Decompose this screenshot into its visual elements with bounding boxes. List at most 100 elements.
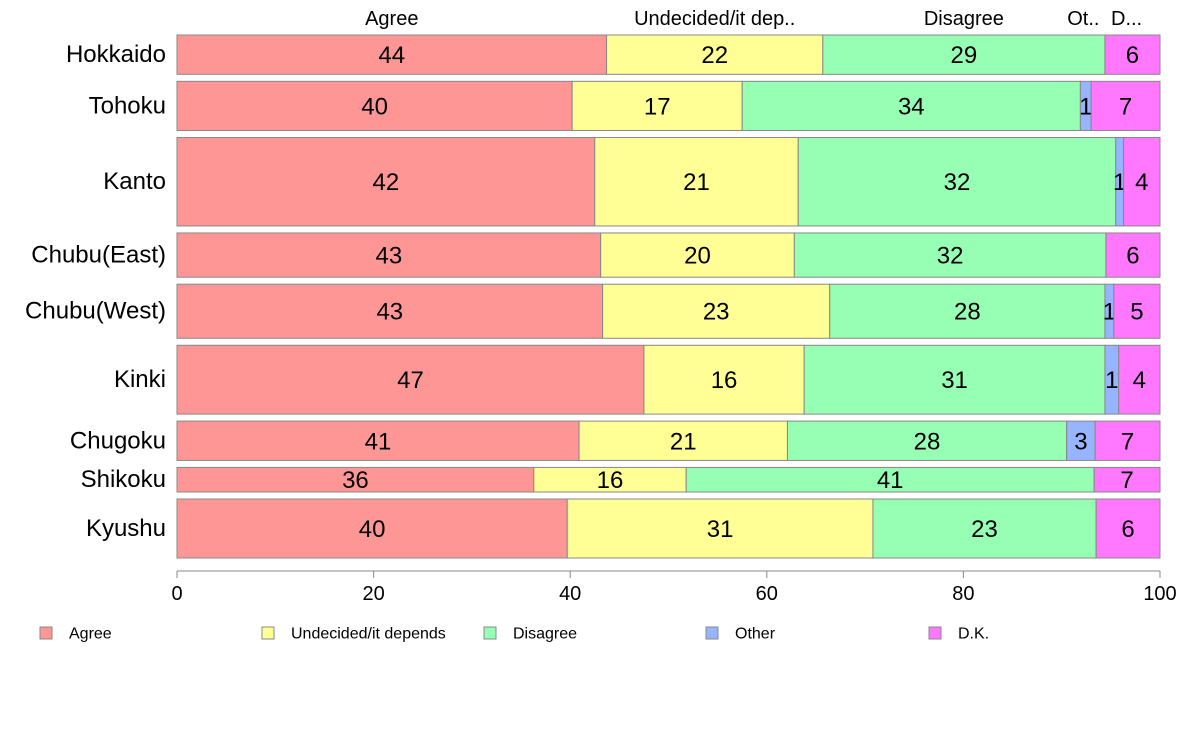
- bar-segment: [829, 283, 1106, 339]
- legend-label: Disagree: [513, 626, 577, 643]
- bar-segment: [741, 80, 1081, 131]
- column-header: Agree: [365, 8, 418, 30]
- bar-segment: [176, 34, 608, 75]
- legend-label: D.K.: [958, 626, 989, 643]
- data-label: 5: [1130, 299, 1143, 326]
- data-label: 16: [597, 467, 624, 494]
- x-tick-label: 80: [952, 583, 974, 605]
- legend-swatch: [705, 626, 719, 640]
- legend-label: Agree: [69, 626, 112, 643]
- bar-segment: [872, 498, 1097, 559]
- data-label: 32: [937, 243, 964, 270]
- data-label: 36: [342, 467, 369, 494]
- legend-label: Other: [735, 626, 776, 643]
- data-label: 29: [951, 42, 978, 69]
- category-label: Tohoku: [89, 92, 166, 119]
- category-label: Kanto: [103, 168, 166, 195]
- bar-segment: [1090, 80, 1161, 131]
- column-header: Disagree: [924, 8, 1004, 30]
- data-label: 6: [1121, 516, 1134, 543]
- bar-segment: [803, 344, 1106, 415]
- data-label: 6: [1126, 42, 1139, 69]
- data-label: 3: [1074, 428, 1087, 455]
- data-label: 20: [684, 243, 711, 270]
- data-label: 41: [877, 467, 904, 494]
- bar-segment: [571, 80, 743, 131]
- bar-segment: [566, 498, 874, 559]
- x-tick-label: 60: [756, 583, 778, 605]
- data-label: 34: [898, 93, 925, 120]
- column-header: Undecided/it dep..: [634, 8, 795, 30]
- column-header: D...: [1111, 8, 1142, 30]
- category-label: Shikoku: [81, 466, 166, 493]
- bar-segment: [606, 34, 824, 75]
- data-label: 28: [954, 299, 981, 326]
- data-label: 28: [914, 428, 941, 455]
- bar-segment: [594, 136, 799, 227]
- category-label: Kinki: [114, 366, 166, 393]
- bar-segment: [685, 466, 1095, 493]
- category-label: Kyushu: [86, 515, 166, 542]
- data-label: 1: [1079, 93, 1092, 120]
- x-tick-label: 100: [1143, 583, 1176, 605]
- data-label: 31: [941, 367, 968, 394]
- bar-segment: [1093, 466, 1161, 493]
- bar-segment: [1094, 420, 1161, 461]
- data-label: 43: [376, 299, 403, 326]
- bar-segment: [176, 420, 580, 461]
- category-label: Chubu(West): [25, 298, 166, 325]
- bar-segment: [176, 136, 596, 227]
- data-label: 1: [1103, 299, 1116, 326]
- data-label: 40: [359, 516, 386, 543]
- bar-segment: [176, 80, 573, 131]
- bar-segment: [176, 344, 645, 415]
- data-label: 21: [670, 428, 697, 455]
- data-label: 16: [711, 367, 738, 394]
- data-label: 42: [373, 169, 400, 196]
- data-label: 31: [707, 516, 734, 543]
- legend-swatch: [483, 626, 497, 640]
- bar-segment: [1118, 344, 1161, 415]
- bar-segment: [176, 498, 568, 559]
- data-label: 1: [1113, 169, 1126, 196]
- bar-segment: [1095, 498, 1161, 559]
- bar-segment: [1113, 283, 1161, 339]
- data-label: 6: [1126, 243, 1139, 270]
- legend-label: Undecided/it depends: [291, 626, 446, 643]
- data-label: 44: [378, 42, 405, 69]
- legend-swatch: [261, 626, 275, 640]
- bar-segment: [1123, 136, 1161, 227]
- bar-segment: [786, 420, 1068, 461]
- data-label: 23: [971, 516, 998, 543]
- bar-segment: [533, 466, 687, 493]
- x-tick-label: 0: [171, 583, 182, 605]
- data-label: 17: [644, 93, 671, 120]
- data-label: 22: [701, 42, 728, 69]
- bar-segment: [176, 283, 604, 339]
- x-tick-label: 40: [559, 583, 581, 605]
- bar-segment: [643, 344, 805, 415]
- category-label: Hokkaido: [66, 41, 166, 68]
- legend-swatch: [39, 626, 53, 640]
- data-label: 47: [397, 367, 424, 394]
- data-label: 4: [1133, 367, 1146, 394]
- column-header: Ot..: [1067, 8, 1099, 30]
- bar-segment: [602, 283, 831, 339]
- bar-segment: [1104, 34, 1161, 75]
- data-label: 32: [944, 169, 971, 196]
- bar-segment: [176, 232, 602, 278]
- data-label: 41: [365, 428, 392, 455]
- data-label: 7: [1119, 93, 1132, 120]
- data-label: 7: [1120, 467, 1133, 494]
- bar-segment: [1066, 420, 1096, 461]
- data-label: 23: [703, 299, 730, 326]
- data-label: 40: [361, 93, 388, 120]
- data-label: 1: [1105, 367, 1118, 394]
- data-label: 7: [1121, 428, 1134, 455]
- x-tick-label: 20: [362, 583, 384, 605]
- bar-segment: [822, 34, 1106, 75]
- data-label: 4: [1135, 169, 1148, 196]
- bar-segment: [797, 136, 1117, 227]
- bar-segment: [793, 232, 1107, 278]
